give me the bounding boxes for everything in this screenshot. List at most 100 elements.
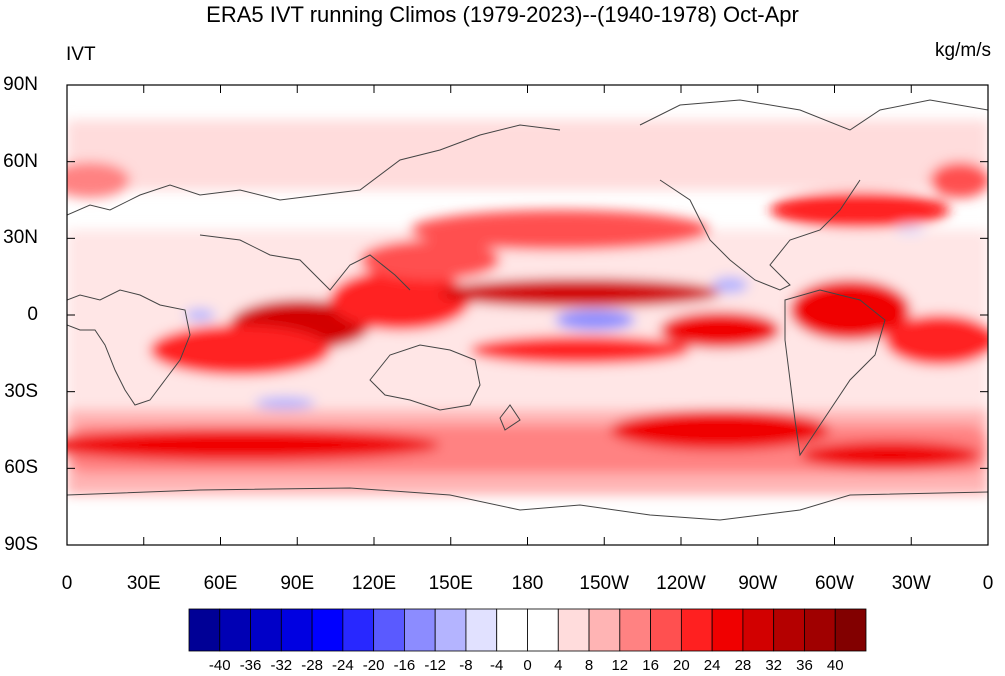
- lat-tick-label: 30S: [4, 380, 38, 402]
- north-america-coast: [659, 179, 861, 291]
- colorbar-label: -36: [239, 657, 262, 674]
- colorbar-label: 8: [584, 657, 594, 674]
- northeast-atlantic-max: [930, 162, 988, 198]
- lon-tick-label: 90E: [280, 573, 315, 594]
- lat-tick-label: 90N: [3, 74, 38, 95]
- east-asia-max: [360, 240, 500, 280]
- colorbar-label: 32: [765, 657, 783, 674]
- colorbar-label: 12: [611, 657, 629, 674]
- lon-tick-label: 60E: [203, 573, 238, 594]
- colorbar-swatch: [188, 608, 221, 652]
- nh-midlat-weak-band: [67, 120, 988, 190]
- colorbar-label: -16: [393, 657, 416, 674]
- subtropical-atlantic-negative: [895, 225, 925, 235]
- colorbar-swatch: [834, 608, 867, 652]
- lon-tick-label: 90W: [738, 573, 778, 594]
- colorbar-swatch: [527, 608, 559, 652]
- africa-coast: [67, 289, 191, 406]
- south-pacific-max: [610, 410, 830, 450]
- indian-ocean-southern-branch: [150, 325, 330, 375]
- south-asia-coast: [199, 234, 411, 291]
- colorbar-swatch: [496, 608, 528, 652]
- colorbar-label: -20: [362, 657, 385, 674]
- colorbar-label: 40: [826, 657, 844, 674]
- east-pacific-negative: [712, 277, 748, 293]
- lon-tick-label: 120W: [656, 573, 706, 594]
- colorbar: [188, 608, 867, 652]
- north-america-arctic-coast: [639, 99, 988, 131]
- colorbar-swatch: [342, 608, 375, 652]
- lon-tick-label: 30E: [126, 573, 161, 594]
- australia-coast: [369, 344, 481, 411]
- south-indian-negative: [255, 397, 315, 409]
- colorbar-swatch: [680, 608, 713, 652]
- east-africa-negative: [185, 309, 215, 321]
- lat-tick-label: 60S: [4, 457, 38, 479]
- colorbar-swatch: [280, 608, 313, 652]
- lon-tick-label: 30W: [891, 573, 931, 594]
- colorbar-label: 24: [703, 657, 721, 674]
- colorbar-swatch: [804, 608, 836, 652]
- central-pacific-negative: [555, 310, 635, 330]
- colorbar-label: 4: [554, 657, 563, 674]
- colorbar-swatch: [465, 608, 498, 652]
- lon-tick-label: 0: [61, 573, 73, 594]
- south-indian-ocean-max: [67, 429, 440, 461]
- colorbar-label: -24: [332, 657, 354, 674]
- north-atlantic-storm-track: [770, 192, 950, 228]
- colorbar-swatch: [250, 608, 282, 652]
- colorbar-swatch: [219, 608, 251, 652]
- colorbar-swatch: [711, 608, 744, 652]
- colorbar-swatch: [742, 608, 775, 652]
- colorbar-swatch: [773, 608, 805, 652]
- europe-max: [67, 162, 130, 198]
- colorbar-label: -4: [490, 657, 504, 674]
- colorbar-label: -8: [459, 657, 473, 674]
- tropical-atlantic-max: [885, 315, 988, 365]
- amazon-max: [790, 280, 910, 340]
- colorbar-label: -32: [270, 657, 293, 674]
- colorbar-label: 28: [734, 657, 752, 674]
- colorbar-swatch: [650, 608, 682, 652]
- colorbar-swatch: [311, 608, 344, 652]
- lon-tick-label: 150E: [428, 573, 473, 594]
- ivt-anomaly-field: [67, 120, 988, 495]
- north-pacific-storm-track: [410, 210, 710, 250]
- lon-tick-label: 120E: [351, 573, 397, 594]
- colorbar-label: -28: [301, 657, 323, 674]
- coastlines: [67, 99, 988, 521]
- colorbar-label: -40: [208, 657, 231, 674]
- axis-ticks: [66, 84, 989, 546]
- antarctica-coast: [67, 487, 988, 521]
- lat-tick-label: 60N: [3, 150, 38, 172]
- units-label: kg/m/s: [935, 40, 991, 61]
- east-pacific-max: [660, 312, 780, 348]
- colorbar-label: 16: [642, 657, 659, 674]
- colorbar-swatch: [373, 608, 405, 652]
- colorbar-swatch: [557, 608, 590, 652]
- colorbar-label: 20: [673, 657, 690, 674]
- colorbar-swatch: [404, 608, 436, 652]
- variable-label: IVT: [66, 44, 96, 65]
- lon-tick-label: 0: [982, 573, 994, 594]
- lon-tick-label: 60W: [814, 573, 855, 594]
- colorbar-label: -12: [424, 657, 447, 674]
- colorbar-label: 36: [796, 657, 813, 674]
- lat-tick-label: 30N: [3, 227, 38, 249]
- map-title: ERA5 IVT running Climos (1979-2023)--(19…: [206, 2, 799, 27]
- south-america-coast: [784, 289, 886, 457]
- lat-tick-label: 0: [27, 304, 38, 325]
- maritime-continent-max: [330, 270, 470, 330]
- north-pacific-itcz-max: [440, 279, 720, 307]
- south-pacific-convergence-max: [470, 336, 690, 364]
- lon-tick-label: 150W: [579, 573, 630, 594]
- colorbar-label: 0: [523, 657, 532, 674]
- colorbar-swatch: [619, 608, 651, 652]
- new-zealand-coast: [499, 404, 521, 431]
- colorbar-swatch: [588, 608, 621, 652]
- lat-tick-label: 90S: [4, 534, 38, 555]
- colorbar-swatch: [434, 608, 467, 652]
- eurasia-coast: [67, 124, 561, 216]
- lon-tick-label: 180: [511, 573, 544, 594]
